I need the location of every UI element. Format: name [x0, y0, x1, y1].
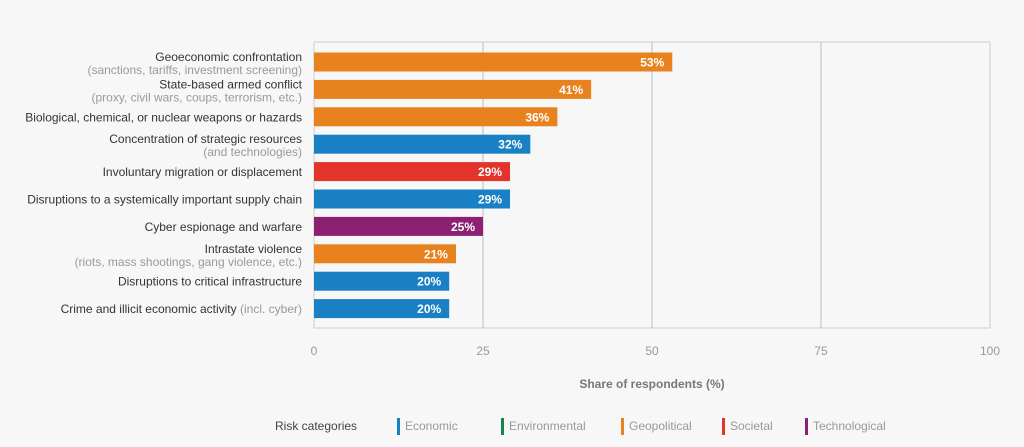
legend-swatch: [397, 418, 400, 435]
bar-value-label: 32%: [498, 138, 522, 152]
category-label: Biological, chemical, or nuclear weapons…: [25, 110, 302, 124]
category-label: Geoeconomic confrontation: [155, 50, 302, 64]
x-tick-label: 25: [476, 344, 490, 358]
bar: [314, 271, 450, 291]
legend-title: Risk categories: [275, 419, 357, 433]
legend-item-economic: Economic: [405, 419, 458, 433]
bar: [314, 52, 673, 72]
bar-value-label: 29%: [478, 193, 502, 207]
bar: [314, 299, 450, 319]
x-tick-label: 50: [645, 344, 659, 358]
bar: [314, 134, 531, 154]
bar-value-label: 20%: [417, 302, 441, 316]
bar-value-label: 21%: [424, 247, 448, 261]
category-label: Concentration of strategic resources: [109, 132, 302, 146]
bar-value-label: 41%: [559, 83, 583, 97]
bar: [314, 79, 592, 99]
legend-swatch: [501, 418, 504, 435]
category-label: Involuntary migration or displacement: [103, 165, 303, 179]
category-sublabel: (riots, mass shootings, gang violence, e…: [75, 255, 302, 269]
category-label: Cyber espionage and warfare: [145, 220, 303, 234]
bar: [314, 244, 456, 264]
category-label: State-based armed conflict: [159, 77, 302, 91]
category-sublabel: (incl. cyber): [240, 302, 302, 316]
x-axis-title: Share of respondents (%): [579, 377, 724, 391]
category-label: Crime and illicit economic activity (inc…: [61, 302, 302, 316]
category-sublabel: (and technologies): [203, 145, 302, 159]
category-label: Disruptions to critical infrastructure: [118, 275, 302, 289]
bar: [314, 189, 511, 209]
bar-value-label: 53%: [640, 56, 664, 70]
legend-item-geopolitical: Geopolitical: [629, 419, 692, 433]
legend-swatch: [805, 418, 808, 435]
bar-value-label: 36%: [525, 110, 549, 124]
x-tick-label: 100: [980, 344, 1000, 358]
category-label-main: Crime and illicit economic activity: [61, 302, 240, 316]
category-label: Disruptions to a systemically important …: [27, 193, 302, 207]
bar: [314, 216, 483, 236]
x-tick-label: 0: [311, 344, 318, 358]
bar-value-label: 25%: [451, 220, 475, 234]
legend-item-environmental: Environmental: [509, 419, 586, 433]
bar: [314, 162, 511, 182]
bar-value-label: 20%: [417, 275, 441, 289]
category-sublabel: (sanctions, tariffs, investment screenin…: [87, 63, 302, 77]
legend-item-technological: Technological: [813, 419, 886, 433]
legend-swatch: [621, 418, 624, 435]
category-label: Intrastate violence: [205, 242, 303, 256]
x-tick-label: 75: [814, 344, 828, 358]
bar-value-label: 29%: [478, 165, 502, 179]
legend-item-societal: Societal: [730, 419, 773, 433]
category-sublabel: (proxy, civil wars, coups, terrorism, et…: [92, 90, 302, 104]
bar: [314, 107, 558, 127]
legend-swatch: [722, 418, 725, 435]
